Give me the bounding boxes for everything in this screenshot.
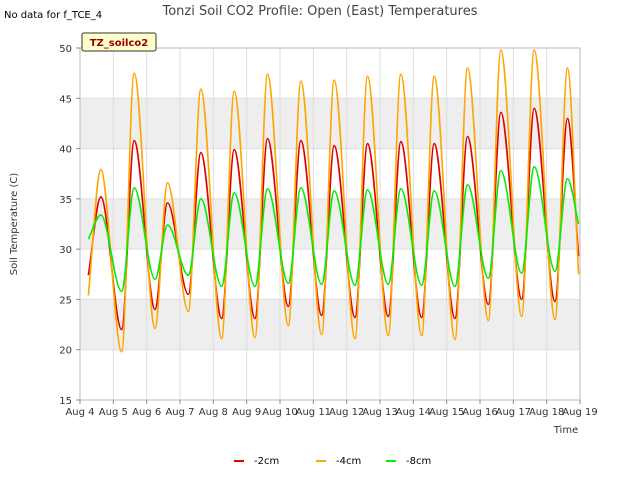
x-tick-label: Aug 16 [462,407,497,418]
site-tag-box [81,32,157,52]
y-tick-label: 40 [59,145,72,156]
legend-label: -8cm [406,456,431,467]
plot-background [80,48,580,400]
plot-band [80,48,580,99]
x-tick-label: Aug 19 [562,407,597,418]
plot-band [80,349,580,400]
x-tick-label: Aug 9 [232,407,261,418]
x-tick-label: Aug 15 [429,407,464,418]
x-tick-label: Aug 6 [132,407,161,418]
plot-frame [79,47,581,401]
x-axis-label: Time [553,425,578,436]
x-tick-label: Aug 8 [199,407,228,418]
series-lines [87,49,580,353]
legend: -2cm -4cm -8cm [234,456,431,467]
plot-band [80,249,580,300]
x-tick-label: Aug 12 [329,407,364,418]
chart-title: Tonzi Soil CO2 Profile: Open (East) Temp… [161,4,477,19]
x-tick-label: Aug 10 [262,407,297,418]
y-tick-label: 45 [59,94,72,105]
legend-label: -2cm [254,456,279,467]
x-tick-label: Aug 11 [296,407,331,418]
x-tick-label: Aug 18 [529,407,564,418]
plot-band [80,299,580,350]
series-line-8cm [87,165,580,293]
y-axis-label: Soil Temperature (C) [9,173,20,276]
y-axis-ticks: 15 20 25 30 35 40 45 50 [59,44,80,407]
legend-label: -4cm [336,456,361,467]
x-tick-label: Aug 4 [65,407,94,418]
no-data-note: No data for f_TCE_4 [4,10,102,21]
y-tick-label: 25 [59,295,72,306]
x-tick-label: Aug 17 [496,407,531,418]
y-tick-label: 20 [59,346,72,357]
x-tick-label: Aug 5 [99,407,128,418]
site-tag-label: TZ_soilco2 [90,38,149,49]
x-tick-label: Aug 14 [396,407,431,418]
x-axis-ticks: Aug 4 Aug 5 Aug 6 Aug 7 Aug 8 Aug 9 Aug 10Aug … [65,400,598,418]
x-tick-label: Aug 7 [165,407,194,418]
site-tag: TZ_soilco2 [81,32,157,52]
x-tick-label: Aug 13 [362,407,397,418]
y-tick-label: 15 [59,396,72,407]
y-tick-label: 35 [59,195,72,206]
y-tick-label: 30 [59,245,72,256]
y-tick-label: 50 [59,44,72,55]
plot-band [80,198,580,250]
